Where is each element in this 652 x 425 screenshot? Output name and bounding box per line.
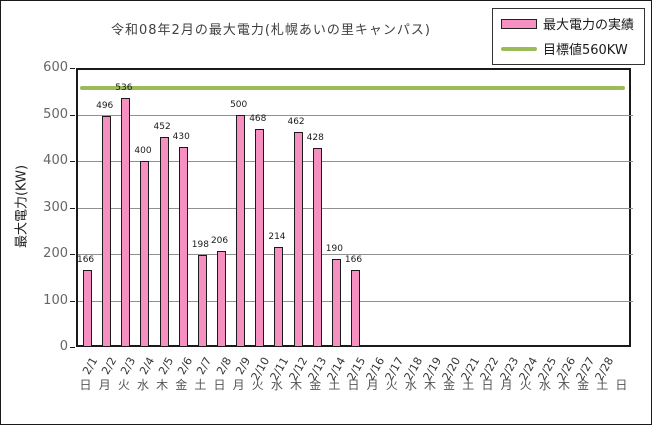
x-weekday-label: 火 — [519, 378, 532, 392]
bar — [102, 116, 112, 347]
target-line-swatch-icon — [500, 46, 537, 51]
x-weekday-label: 日 — [481, 378, 494, 392]
y-axis-title: 最大電力(KW) — [14, 164, 30, 249]
x-weekday-label: 木 — [156, 378, 169, 392]
bar — [140, 161, 150, 347]
gridline — [78, 254, 633, 255]
gridline — [78, 161, 633, 162]
x-weekday-label: 金 — [309, 378, 322, 392]
gridline — [78, 114, 633, 116]
y-tick-mark — [70, 114, 75, 116]
bar — [312, 147, 322, 347]
bar — [236, 114, 246, 347]
bar — [274, 247, 284, 347]
bar — [331, 258, 341, 347]
legend: 最大電力の実績 目標値560KW — [491, 8, 645, 65]
x-weekday-label: 日 — [615, 378, 628, 392]
x-weekday-label: 日 — [213, 378, 226, 392]
bar-series-swatch-icon — [500, 18, 537, 29]
x-weekday-label: 水 — [136, 378, 149, 392]
bar-value-label: 536 — [115, 82, 133, 93]
bar — [178, 147, 188, 347]
y-tick-label: 100 — [43, 292, 68, 308]
y-tick-label: 600 — [43, 60, 68, 75]
bar-value-label: 400 — [134, 146, 152, 156]
bar-value-label: 190 — [325, 243, 343, 254]
chart-title: 令和08年2月の最大電力(札幌あいの里キャンパス) — [111, 23, 431, 38]
x-weekday-label: 月 — [500, 378, 513, 392]
bar — [197, 254, 207, 347]
bar-value-label: 496 — [96, 101, 114, 112]
x-weekday-label: 金 — [577, 378, 590, 392]
x-date-label: 2/7 — [194, 355, 215, 377]
x-weekday-label: 火 — [251, 378, 264, 392]
y-tick-mark — [70, 161, 75, 162]
bar-value-label: 428 — [306, 132, 324, 143]
bar-value-label: 214 — [268, 232, 286, 243]
y-tick-mark — [70, 207, 75, 209]
bar-value-label: 500 — [230, 99, 248, 110]
y-tick-label: 500 — [43, 106, 68, 122]
x-weekday-label: 土 — [596, 378, 609, 392]
x-weekday-label: 水 — [270, 378, 283, 392]
x-weekday-label: 月 — [98, 378, 111, 392]
gridline — [78, 207, 633, 209]
x-weekday-label: 土 — [194, 378, 207, 392]
plot-area — [76, 68, 633, 347]
bar-value-label: 206 — [210, 236, 229, 247]
x-date-label: 2/8 — [213, 355, 234, 377]
x-weekday-label: 木 — [558, 378, 571, 392]
bar — [293, 132, 303, 347]
y-tick-label: 200 — [43, 246, 68, 261]
x-date-label: 2/6 — [175, 355, 196, 377]
x-weekday-label: 水 — [404, 378, 417, 392]
bar-value-label: 468 — [249, 114, 267, 125]
bar-value-label: 166 — [344, 254, 363, 265]
x-weekday-label: 火 — [385, 378, 398, 392]
bar — [121, 97, 131, 347]
bar-value-label: 462 — [287, 117, 305, 128]
x-weekday-label: 金 — [175, 378, 188, 392]
legend-label-actual: 最大電力の実績 — [542, 18, 634, 33]
x-weekday-label: 水 — [538, 378, 551, 392]
x-date-label: 2/3 — [117, 355, 139, 377]
bar — [83, 269, 93, 347]
bar — [159, 136, 169, 347]
y-tick-mark — [70, 347, 75, 348]
y-tick-label: 400 — [43, 153, 68, 168]
target-line — [80, 85, 625, 90]
bar-value-label: 166 — [76, 254, 95, 265]
x-date-label: 2/2 — [98, 355, 119, 377]
legend-item-actual: 最大電力の実績 — [500, 14, 634, 33]
bar — [217, 251, 227, 347]
y-tick-mark — [70, 254, 75, 255]
bar — [351, 269, 360, 347]
x-date-label: 2/1 — [79, 355, 100, 377]
y-tick-mark — [70, 68, 75, 69]
legend-label-target: 目標値560KW — [542, 43, 628, 58]
y-tick-mark — [70, 300, 75, 302]
x-weekday-label: 日 — [79, 378, 92, 392]
x-date-label: 2/4 — [137, 355, 158, 377]
x-weekday-label: 木 — [290, 378, 303, 392]
x-weekday-label: 土 — [462, 378, 475, 392]
x-weekday-label: 木 — [424, 378, 437, 392]
x-weekday-label: 日 — [347, 378, 360, 392]
y-tick-label: 0 — [59, 339, 68, 354]
bar-value-label: 198 — [191, 239, 209, 250]
x-weekday-label: 月 — [232, 378, 245, 392]
legend-item-target: 目標値560KW — [500, 39, 634, 58]
bar — [255, 129, 265, 347]
x-date-label: 2/5 — [156, 355, 177, 377]
x-weekday-label: 月 — [366, 378, 379, 392]
bar-value-label: 430 — [172, 132, 190, 143]
x-weekday-label: 金 — [443, 378, 456, 392]
y-tick-label: 300 — [43, 199, 68, 215]
x-weekday-label: 土 — [328, 378, 341, 392]
x-weekday-label: 火 — [117, 378, 130, 392]
bar-value-label: 452 — [153, 121, 171, 132]
